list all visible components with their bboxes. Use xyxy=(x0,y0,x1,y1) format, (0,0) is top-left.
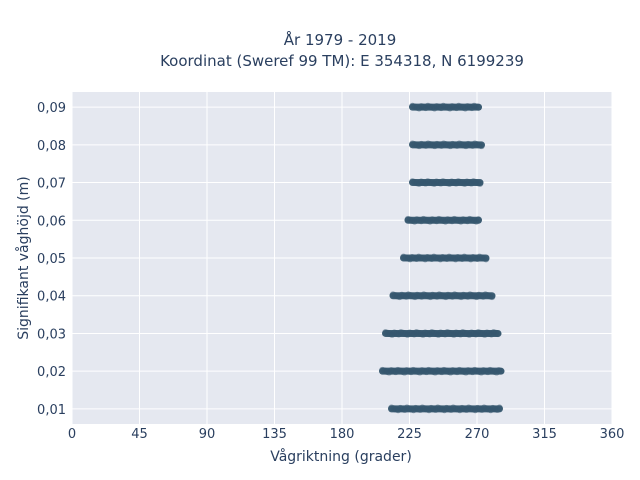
scatter-point xyxy=(497,367,505,375)
y-tick-label: 0,04 xyxy=(37,290,66,305)
y-tick-label: 0,07 xyxy=(37,177,66,192)
x-tick-label: 0 xyxy=(68,427,76,442)
scatter-band-4 xyxy=(389,291,496,301)
scatter-band-8 xyxy=(409,140,485,150)
data-points xyxy=(379,102,505,414)
scatter-point xyxy=(488,293,496,301)
scatter-band-3 xyxy=(382,329,502,338)
scatter-point xyxy=(482,255,490,263)
scatter-band-9 xyxy=(409,102,482,112)
grid-lines xyxy=(71,92,613,424)
x-tick-label: 360 xyxy=(600,427,625,442)
y-axis-ticks: 0,01 0,02 0,03 0,04 0,05 0,06 0,07 0,08 0,09 xyxy=(37,101,66,418)
scatter-band-2 xyxy=(379,366,505,376)
chart-title-line2: Koordinat (Sweref 99 TM): E 354318, N 61… xyxy=(160,52,524,70)
scatter-point xyxy=(478,142,485,150)
x-tick-label: 90 xyxy=(199,427,216,442)
scatter-point xyxy=(476,180,484,187)
y-tick-label: 0,01 xyxy=(37,403,66,418)
scatter-band-5 xyxy=(400,253,490,263)
scatter-point xyxy=(494,330,502,338)
x-tick-label: 180 xyxy=(330,427,355,442)
y-tick-label: 0,02 xyxy=(37,365,66,380)
chart-title-line1: År 1979 - 2019 xyxy=(284,30,397,49)
scatter-band-1 xyxy=(388,404,503,414)
y-axis-label: Signifikant våghöjd (m) xyxy=(15,176,32,339)
x-tick-label: 315 xyxy=(532,427,557,442)
x-tick-label: 135 xyxy=(262,427,287,442)
x-axis-ticks: 0 45 90 135 180 225 270 315 360 xyxy=(68,427,625,442)
scatter-point xyxy=(475,216,482,223)
scatter-point xyxy=(475,104,482,111)
y-tick-label: 0,09 xyxy=(37,101,66,116)
y-tick-label: 0,06 xyxy=(37,214,66,229)
scatter-band-7 xyxy=(409,178,484,187)
y-tick-label: 0,08 xyxy=(37,139,66,154)
scatter-point xyxy=(496,404,503,412)
x-tick-label: 45 xyxy=(131,427,148,442)
y-tick-label: 0,05 xyxy=(37,252,66,267)
x-tick-label: 270 xyxy=(465,427,490,442)
x-axis-label: Vågriktning (grader) xyxy=(270,448,412,465)
y-tick-label: 0,03 xyxy=(37,327,66,342)
x-tick-label: 225 xyxy=(397,427,422,442)
scatter-band-6 xyxy=(404,215,482,225)
